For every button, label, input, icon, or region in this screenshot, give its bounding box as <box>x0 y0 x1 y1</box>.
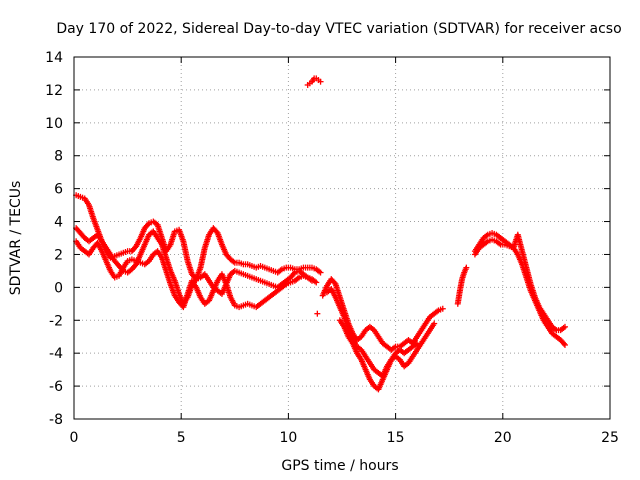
data-point <box>290 270 297 277</box>
data-point <box>314 310 321 317</box>
y-tick-label: -4 <box>49 346 63 362</box>
x-axis-label: GPS time / hours <box>281 458 398 474</box>
data-point <box>308 277 315 284</box>
y-tick-label: -8 <box>49 412 63 428</box>
data-point <box>144 221 151 228</box>
data-point <box>414 340 421 347</box>
plot-frame <box>73 56 611 420</box>
data-point <box>463 264 470 271</box>
series-trace-lower <box>73 238 315 311</box>
y-tick-label: -6 <box>49 379 63 395</box>
data-point <box>317 78 324 85</box>
data-point <box>560 340 567 347</box>
data-point <box>317 269 324 276</box>
y-tick-label: 12 <box>45 83 63 99</box>
data-point <box>561 341 568 348</box>
grid-lines <box>74 57 610 419</box>
x-tick-label: 10 <box>279 430 297 446</box>
axes-ticks: 0 5 10 15 20 25 -8 -6 -4 -2 0 2 4 6 8 10 12 14 <box>45 50 619 446</box>
data-points <box>73 75 568 393</box>
data-point <box>313 279 320 286</box>
x-tick-label: 15 <box>387 430 405 446</box>
y-tick-label: 0 <box>54 280 63 296</box>
series-trace-outlier-high <box>304 75 324 88</box>
y-tick-label: 10 <box>45 116 63 132</box>
chart-title: Day 170 of 2022, Sidereal Day-to-day VTE… <box>56 21 621 37</box>
x-tick-label: 25 <box>601 430 619 446</box>
series-trace-outlier-low <box>314 310 321 317</box>
y-tick-label: 2 <box>54 247 63 263</box>
series-trace-dip-c <box>336 317 421 393</box>
x-tick-label: 5 <box>177 430 186 446</box>
data-point <box>431 320 438 327</box>
y-tick-label: 14 <box>45 50 63 66</box>
y-tick-label: 6 <box>54 182 63 198</box>
y-axis-label: SDTVAR / TECUs <box>8 181 24 296</box>
y-tick-label: 8 <box>54 149 63 165</box>
x-tick-label: 20 <box>494 430 512 446</box>
x-tick-label: 0 <box>70 430 79 446</box>
data-point <box>561 323 568 330</box>
y-tick-label: -2 <box>49 313 63 329</box>
series-trace-rise-b <box>471 230 568 334</box>
series-trace-rise-a <box>454 264 470 307</box>
y-tick-label: 4 <box>54 215 63 231</box>
data-point <box>439 305 446 312</box>
series-trace-dip-a <box>319 276 446 353</box>
series-trace-rise-c <box>471 236 568 348</box>
